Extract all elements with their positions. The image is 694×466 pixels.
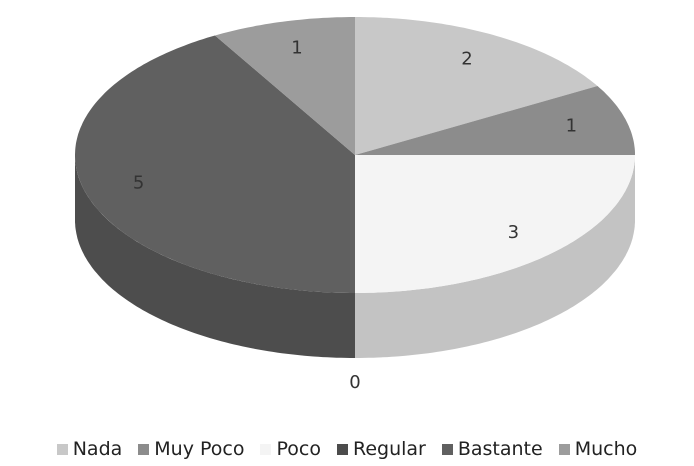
- legend-label: Nada: [72, 438, 123, 460]
- value-label: 2: [461, 48, 472, 69]
- legend-swatch: [336, 443, 348, 455]
- slice: [215, 17, 355, 155]
- legend-label: Mucho: [574, 438, 638, 460]
- legend-swatch: [260, 443, 272, 455]
- value-label: 5: [133, 173, 144, 194]
- legend-label: Muy Poco: [154, 438, 245, 460]
- slice: [75, 35, 355, 293]
- value-label: 3: [508, 222, 519, 243]
- slice-side: [75, 155, 355, 358]
- value-label: 1: [566, 115, 577, 136]
- legend-swatch: [558, 443, 570, 455]
- legend-item: Poco: [260, 438, 321, 460]
- legend-swatch: [138, 443, 150, 455]
- value-label: 0: [349, 372, 360, 393]
- legend-item: Mucho: [558, 438, 638, 460]
- slice: [355, 17, 598, 155]
- slice-side: [355, 155, 635, 358]
- legend-item: Regular: [336, 438, 426, 460]
- legend-label: Poco: [276, 438, 321, 460]
- legend: Nada Muy Poco Poco Regular Bastante Mucho: [0, 438, 694, 460]
- legend-swatch: [56, 443, 68, 455]
- legend-swatch: [441, 443, 453, 455]
- slice: [355, 155, 635, 293]
- slice: [355, 86, 635, 155]
- legend-item: Nada: [56, 438, 123, 460]
- legend-item: Bastante: [441, 438, 543, 460]
- legend-label: Regular: [352, 438, 426, 460]
- value-label: 1: [291, 37, 302, 58]
- legend-item: Muy Poco: [138, 438, 244, 460]
- legend-label: Bastante: [457, 438, 543, 460]
- chart: 2 1 3 0 5 1: [75, 17, 635, 393]
